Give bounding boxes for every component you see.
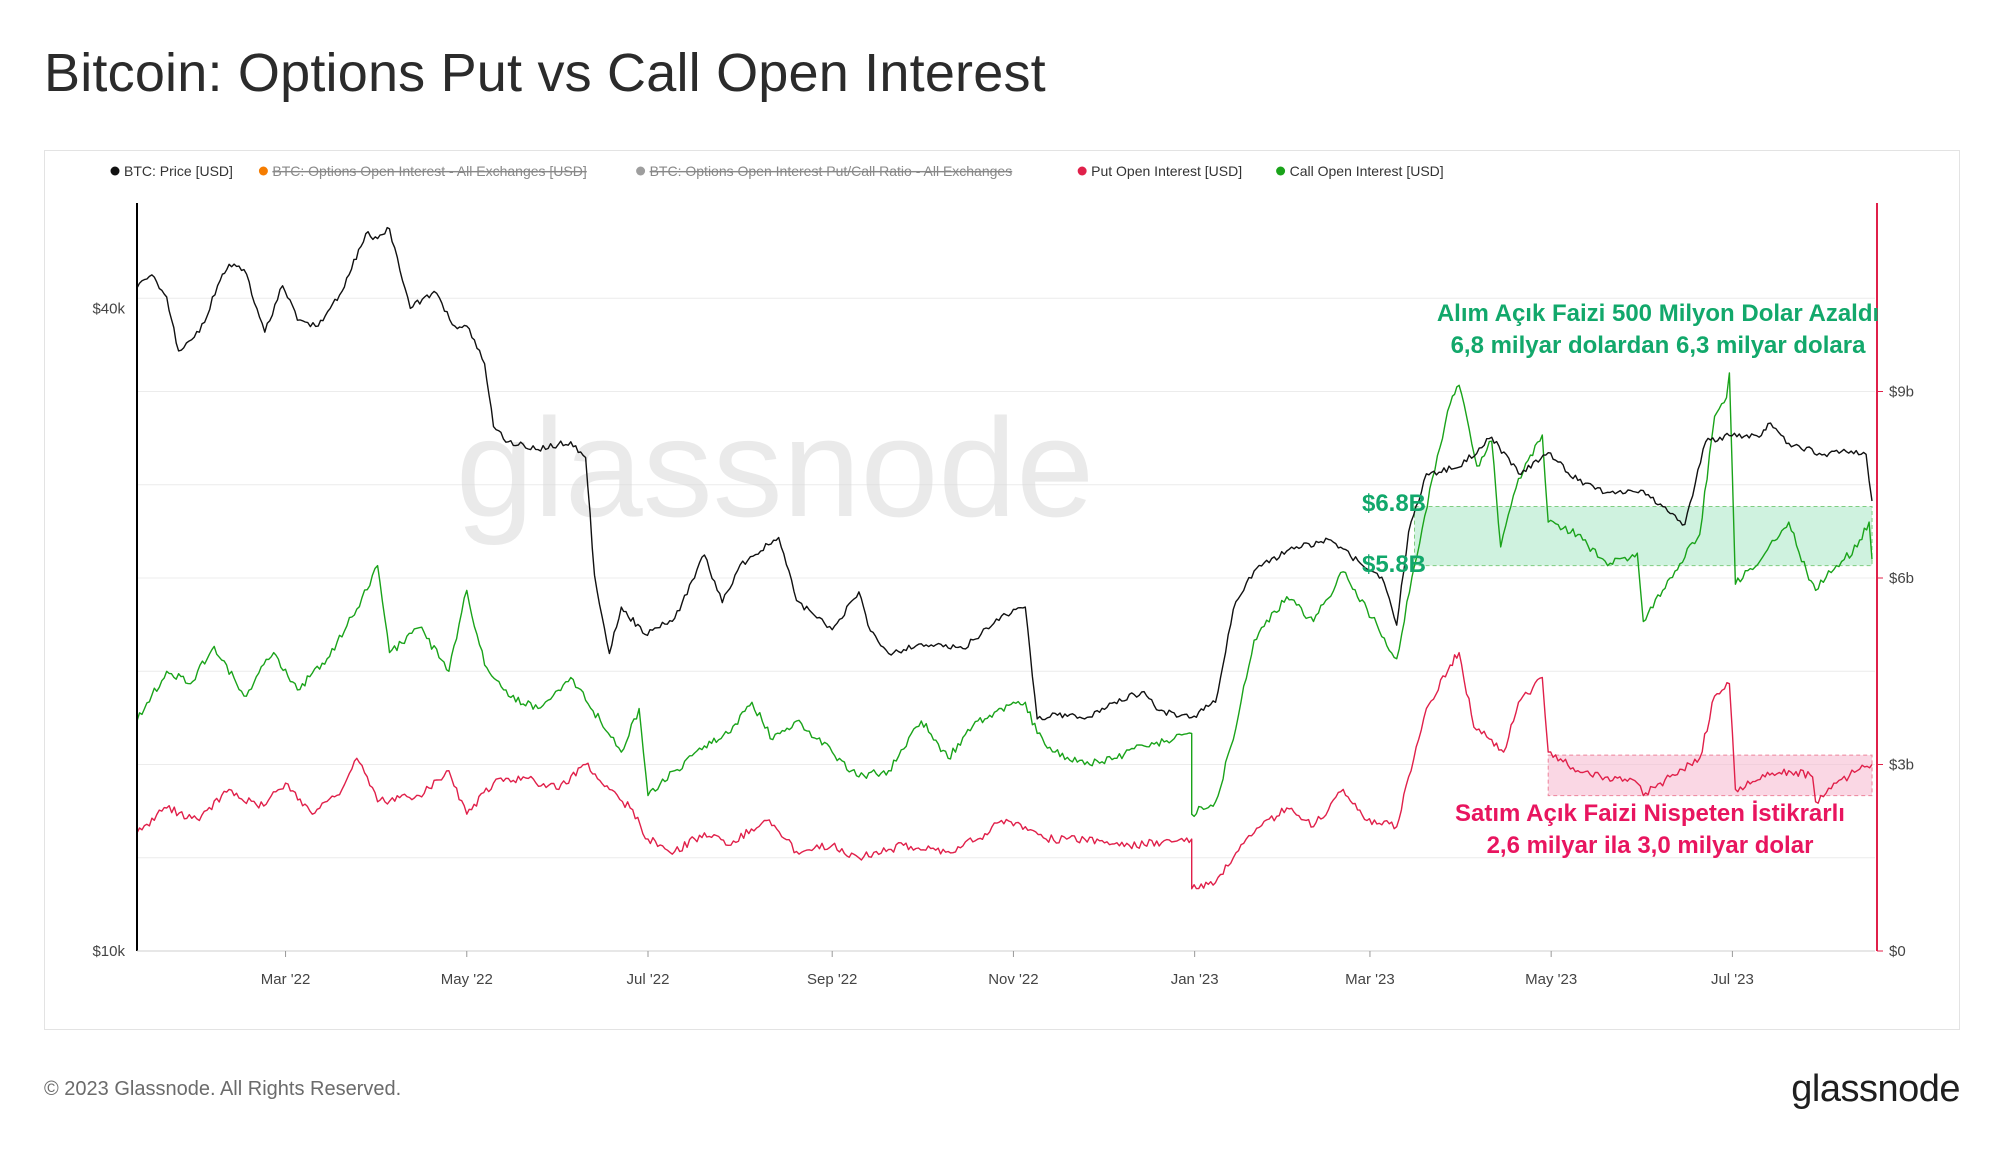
put-annotation-subtitle: 2,6 milyar ila 3,0 milyar dolar: [1487, 832, 1814, 859]
x-tick-label: Jul '22: [627, 971, 670, 988]
legend-label-3: Put Open Interest [USD]: [1091, 163, 1242, 179]
y-right-tick-label: $3b: [1889, 757, 1914, 774]
axes: Mar '22 May '22 Jul '22 Sep '22 Nov '22 Jan '…: [92, 203, 1914, 988]
bands: [1414, 506, 1873, 797]
put-annotation-title: Satım Açık Faizi Nispeten İstikrarlı: [1455, 800, 1845, 827]
legend-item-2[interactable]: BTC: Options Open Interest Put/Call Rati…: [636, 163, 1012, 179]
y-right-tick-label: $6b: [1889, 570, 1914, 587]
legend-marker-2: [636, 166, 646, 176]
legend-marker-1: [258, 166, 268, 176]
call-annotation-title: Alım Açık Faizi 500 Milyon Dolar Azaldı: [1437, 300, 1879, 327]
chart-frame: BTC: Price [USD] BTC: Options Open Intere…: [44, 150, 1960, 1030]
chart-svg: BTC: Price [USD] BTC: Options Open Intere…: [92, 163, 1914, 988]
y-right-tick-label: $9b: [1889, 384, 1914, 401]
footer-logo: glassnode: [1791, 1068, 1960, 1110]
legend-item-4[interactable]: Call Open Interest [USD]: [1276, 163, 1444, 179]
call-annotation-subtitle: 6,8 milyar dolardan 6,3 milyar dolara: [1451, 332, 1867, 359]
legend-marker-0: [110, 166, 120, 176]
band-0: [1414, 506, 1873, 567]
x-tick-label: Mar '23: [1345, 971, 1395, 988]
legend-item-0[interactable]: BTC: Price [USD]: [110, 163, 233, 179]
legend: BTC: Price [USD] BTC: Options Open Intere…: [110, 163, 1444, 179]
legend-marker-3: [1077, 166, 1087, 176]
page-title: Bitcoin: Options Put vs Call Open Intere…: [44, 43, 1046, 103]
x-tick-label: Mar '22: [261, 971, 311, 988]
copyright: © 2023 Glassnode. All Rights Reserved.: [44, 1078, 402, 1100]
legend-marker-4: [1276, 166, 1286, 176]
x-tick-label: Jul '23: [1711, 971, 1754, 988]
legend-label-4: Call Open Interest [USD]: [1290, 163, 1444, 179]
series-group: [136, 226, 1873, 890]
x-tick-label: May '22: [441, 971, 493, 988]
legend-item-3[interactable]: Put Open Interest [USD]: [1077, 163, 1242, 179]
legend-label-1: BTC: Options Open Interest - All Exchang…: [272, 163, 586, 179]
y-right-tick-label: $0: [1889, 943, 1906, 960]
legend-item-1[interactable]: BTC: Options Open Interest - All Exchang…: [258, 163, 587, 179]
x-tick-label: May '23: [1525, 971, 1577, 988]
call-band-high-label: $6.8B: [1362, 490, 1426, 517]
price-line: [136, 226, 1873, 721]
x-tick-label: Nov '22: [988, 971, 1038, 988]
x-tick-label: Sep '22: [807, 971, 857, 988]
annotations: Alım Açık Faizi 500 Milyon Dolar Azaldı …: [1362, 300, 1879, 859]
legend-label-2: BTC: Options Open Interest Put/Call Rati…: [650, 163, 1013, 179]
x-tick-label: Jan '23: [1171, 971, 1219, 988]
watermark: glassnode: [456, 389, 1094, 546]
band-1: [1547, 754, 1873, 797]
y-left-tick-label: $40k: [92, 300, 125, 317]
grid: [137, 297, 1875, 859]
call-oi-line: [136, 372, 1873, 818]
put-oi-line: [136, 651, 1873, 890]
legend-label-0: BTC: Price [USD]: [124, 163, 233, 179]
y-left-tick-label: $10k: [92, 943, 125, 960]
call-band-low-label: $5.8B: [1362, 551, 1426, 578]
